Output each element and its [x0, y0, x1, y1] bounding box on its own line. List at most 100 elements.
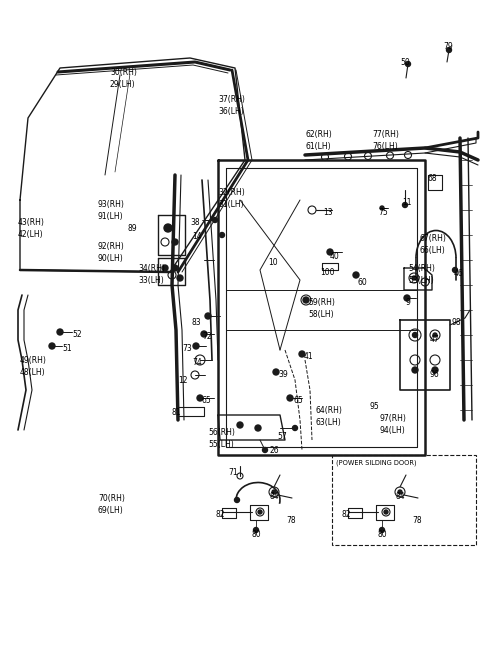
Circle shape — [287, 395, 293, 401]
Text: 78: 78 — [286, 516, 296, 525]
Text: 41: 41 — [304, 352, 313, 361]
Circle shape — [164, 224, 172, 232]
Text: 72: 72 — [202, 332, 212, 341]
Text: 13: 13 — [323, 208, 333, 217]
Text: (POWER SILDING DOOR): (POWER SILDING DOOR) — [336, 460, 417, 466]
Circle shape — [213, 218, 217, 222]
Text: 47: 47 — [430, 335, 440, 344]
Text: 65: 65 — [202, 396, 212, 405]
Circle shape — [404, 295, 410, 301]
Text: 61(LH): 61(LH) — [305, 142, 331, 151]
Text: 79: 79 — [443, 42, 453, 51]
Text: 66(LH): 66(LH) — [420, 246, 446, 255]
Circle shape — [258, 510, 262, 514]
Text: 38: 38 — [190, 218, 200, 227]
Text: 78: 78 — [412, 516, 421, 525]
Text: 97(RH): 97(RH) — [380, 414, 407, 423]
Text: 57: 57 — [277, 432, 287, 441]
Text: 39: 39 — [278, 370, 288, 379]
Circle shape — [205, 313, 211, 319]
Text: 64(RH): 64(RH) — [316, 406, 343, 415]
Text: 75: 75 — [378, 208, 388, 217]
Circle shape — [193, 343, 199, 349]
Text: 74: 74 — [192, 358, 202, 367]
Text: 65: 65 — [294, 396, 304, 405]
Text: 37(RH): 37(RH) — [218, 95, 245, 104]
Circle shape — [172, 239, 178, 245]
Text: 58(LH): 58(LH) — [308, 310, 334, 319]
Circle shape — [412, 276, 416, 280]
Text: 77(RH): 77(RH) — [372, 130, 399, 139]
Text: 93(RH): 93(RH) — [98, 200, 125, 209]
Circle shape — [299, 351, 305, 357]
Circle shape — [327, 249, 333, 255]
Circle shape — [49, 343, 55, 349]
Text: 54(RH): 54(RH) — [408, 264, 435, 273]
Circle shape — [273, 369, 279, 375]
Text: 9: 9 — [406, 298, 411, 307]
Text: 92(RH): 92(RH) — [98, 242, 125, 251]
Circle shape — [453, 268, 457, 272]
Text: 63(LH): 63(LH) — [316, 418, 342, 427]
Circle shape — [272, 490, 276, 494]
Circle shape — [384, 510, 388, 514]
Text: 96: 96 — [430, 370, 440, 379]
Circle shape — [172, 265, 178, 271]
Text: 36(LH): 36(LH) — [218, 107, 244, 116]
Text: 69(LH): 69(LH) — [98, 506, 124, 515]
Text: 40: 40 — [330, 252, 340, 261]
Text: 10: 10 — [268, 258, 277, 267]
Text: 46: 46 — [454, 269, 464, 278]
Circle shape — [303, 297, 309, 303]
Text: 81: 81 — [172, 408, 181, 417]
Text: 29(LH): 29(LH) — [110, 80, 136, 89]
Circle shape — [57, 329, 63, 335]
Text: 67(RH): 67(RH) — [420, 234, 447, 243]
Circle shape — [253, 527, 259, 533]
Circle shape — [380, 206, 384, 210]
Text: 84: 84 — [270, 492, 280, 501]
Text: 42(LH): 42(LH) — [18, 230, 44, 239]
Circle shape — [406, 62, 410, 66]
Text: 32(RH): 32(RH) — [218, 188, 245, 197]
Text: 34(RH): 34(RH) — [138, 264, 165, 273]
Text: 84: 84 — [396, 492, 406, 501]
Circle shape — [201, 331, 207, 337]
Text: 71: 71 — [228, 468, 238, 477]
Circle shape — [433, 333, 437, 337]
Text: 82: 82 — [342, 510, 351, 519]
Text: 55(LH): 55(LH) — [208, 440, 234, 449]
Text: 83: 83 — [192, 318, 202, 327]
Text: 49(RH): 49(RH) — [20, 356, 47, 365]
Circle shape — [235, 497, 240, 502]
Text: 43(RH): 43(RH) — [18, 218, 45, 227]
Text: 51: 51 — [62, 344, 72, 353]
Circle shape — [219, 232, 225, 237]
Circle shape — [403, 203, 408, 207]
Circle shape — [412, 367, 418, 373]
Text: 94(LH): 94(LH) — [380, 426, 406, 435]
Text: 52: 52 — [72, 330, 82, 339]
Text: 82: 82 — [216, 510, 226, 519]
Circle shape — [255, 425, 261, 431]
Circle shape — [446, 47, 452, 52]
Text: 12: 12 — [178, 376, 188, 385]
Circle shape — [292, 426, 298, 430]
Text: 26: 26 — [270, 446, 280, 455]
Circle shape — [263, 447, 267, 453]
Text: 33(LH): 33(LH) — [138, 276, 164, 285]
Circle shape — [432, 367, 438, 373]
Text: 76(LH): 76(LH) — [372, 142, 398, 151]
Text: 59(RH): 59(RH) — [308, 298, 335, 307]
Text: 53(LH): 53(LH) — [408, 276, 434, 285]
Text: 73: 73 — [182, 344, 192, 353]
Text: 30(RH): 30(RH) — [110, 68, 137, 77]
Text: 98: 98 — [452, 318, 462, 327]
Text: 50: 50 — [400, 58, 410, 67]
Text: 60: 60 — [357, 278, 367, 287]
Circle shape — [197, 395, 203, 401]
Text: 56(RH): 56(RH) — [208, 428, 235, 437]
Circle shape — [398, 490, 402, 494]
Text: 11: 11 — [402, 198, 411, 207]
Circle shape — [237, 422, 243, 428]
